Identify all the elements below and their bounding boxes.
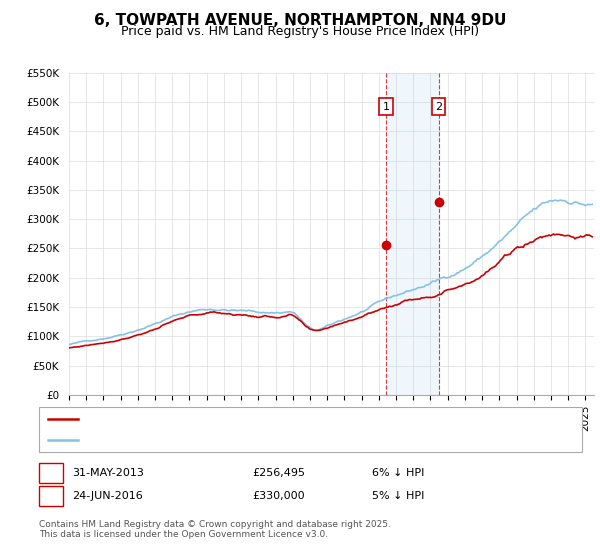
Text: 24-JUN-2016: 24-JUN-2016 — [72, 491, 143, 501]
Text: 1: 1 — [47, 468, 55, 478]
Text: 6% ↓ HPI: 6% ↓ HPI — [372, 468, 424, 478]
Text: 2: 2 — [435, 101, 442, 111]
Text: 1: 1 — [383, 101, 389, 111]
Text: £256,495: £256,495 — [252, 468, 305, 478]
Text: Contains HM Land Registry data © Crown copyright and database right 2025.
This d: Contains HM Land Registry data © Crown c… — [39, 520, 391, 539]
Text: 2: 2 — [47, 491, 55, 501]
Text: 6, TOWPATH AVENUE, NORTHAMPTON, NN4 9DU: 6, TOWPATH AVENUE, NORTHAMPTON, NN4 9DU — [94, 13, 506, 28]
Text: HPI: Average price, detached house, West Northamptonshire: HPI: Average price, detached house, West… — [84, 435, 423, 445]
Bar — [386, 73, 439, 395]
Text: £330,000: £330,000 — [252, 491, 305, 501]
Text: Price paid vs. HM Land Registry's House Price Index (HPI): Price paid vs. HM Land Registry's House … — [121, 25, 479, 38]
Text: 31-MAY-2013: 31-MAY-2013 — [72, 468, 144, 478]
Text: 5% ↓ HPI: 5% ↓ HPI — [372, 491, 424, 501]
Text: 6, TOWPATH AVENUE, NORTHAMPTON, NN4 9DU (detached house): 6, TOWPATH AVENUE, NORTHAMPTON, NN4 9DU … — [84, 414, 455, 424]
